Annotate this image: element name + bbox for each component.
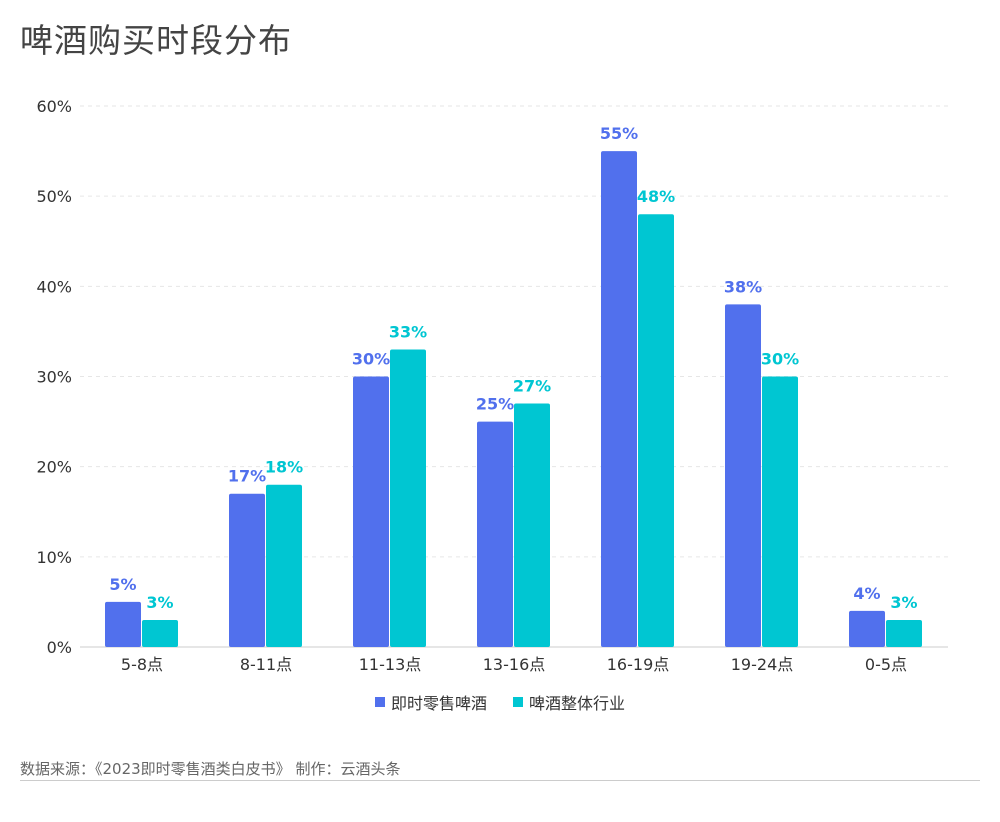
data-label-series-2: 3%	[890, 593, 917, 612]
y-tick-label: 30%	[36, 368, 72, 387]
y-tick-label: 50%	[36, 187, 72, 206]
x-tick-label: 13-16点	[483, 655, 546, 674]
data-label-series-2: 27%	[513, 377, 551, 396]
x-tick-label: 8-11点	[240, 655, 292, 674]
data-label-series-2: 18%	[265, 458, 303, 477]
bar-series-2	[762, 376, 798, 647]
y-tick-label: 20%	[36, 458, 72, 477]
legend-item-series-2[interactable]: 啤酒整体行业	[513, 690, 625, 714]
bar-series-2	[886, 619, 922, 647]
legend-swatch-series-1	[374, 697, 385, 707]
data-label-series-1: 55%	[600, 124, 638, 143]
bar-series-1	[725, 304, 761, 647]
legend: 即时零售啤酒 啤酒整体行业	[0, 690, 1000, 714]
bar-series-2	[638, 214, 674, 647]
data-label-series-2: 30%	[761, 350, 799, 369]
x-tick-label: 0-5点	[865, 655, 907, 674]
data-label-series-1: 5%	[109, 575, 136, 594]
bar-series-1	[601, 151, 637, 648]
legend-swatch-series-2	[513, 697, 523, 707]
data-label-series-1: 38%	[724, 277, 762, 296]
bar-series-2	[142, 619, 178, 647]
bar-series-2	[390, 349, 426, 647]
data-label-series-1: 30%	[352, 350, 390, 369]
x-tick-label: 19-24点	[731, 655, 794, 674]
data-label-series-2: 48%	[637, 187, 675, 206]
bar-chart: 0% 10% 20% 30% 40% 50% 60% 5% 3% 5-8点 17%18% 8-11点 3…	[36, 97, 948, 674]
x-tick-label: 11-13点	[359, 655, 422, 674]
x-tick-label: 16-19点	[607, 655, 670, 674]
legend-label-series-1: 即时零售啤酒	[390, 694, 487, 713]
chart-title: 啤酒购买时段分布	[20, 21, 292, 60]
data-label-series-1: 17%	[228, 467, 266, 486]
y-tick-label: 10%	[36, 548, 72, 567]
legend-item-series-1[interactable]: 即时零售啤酒	[374, 690, 487, 714]
y-tick-label: 40%	[36, 277, 72, 296]
bar-series-2	[266, 484, 302, 647]
footer-divider	[20, 780, 980, 781]
bar-series-1	[105, 601, 141, 647]
bar-series-1	[229, 493, 265, 647]
y-tick-label: 0%	[47, 638, 72, 657]
bar-series-1	[849, 610, 885, 647]
bar-series-2	[514, 403, 550, 647]
data-label-series-2: 3%	[146, 593, 173, 612]
data-label-series-1: 25%	[476, 395, 514, 414]
data-label-series-2: 33%	[389, 322, 427, 341]
data-label-series-1: 4%	[853, 584, 880, 603]
legend-label-series-2: 啤酒整体行业	[529, 694, 626, 713]
y-tick-label: 60%	[36, 97, 72, 116]
source-note: 数据来源：《2023即时零售酒类白皮书》 制作：云酒头条	[20, 760, 401, 778]
x-tick-label: 5-8点	[121, 655, 163, 674]
bar-series-1	[353, 376, 389, 647]
bar-series-1	[477, 421, 513, 647]
